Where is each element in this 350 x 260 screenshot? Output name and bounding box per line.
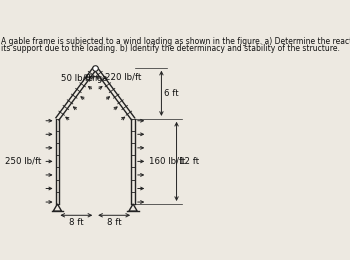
Text: 50 lb/ft: 50 lb/ft	[61, 73, 92, 82]
Text: 220 lb/ft: 220 lb/ft	[105, 72, 141, 81]
Text: its support due to the loading. b) Identify the determinacy and stability of the: its support due to the loading. b) Ident…	[1, 44, 340, 53]
Text: Hinge: Hinge	[85, 74, 107, 83]
Text: A gable frame is subjected to a wind loading as shown in the figure. a) Determin: A gable frame is subjected to a wind loa…	[1, 37, 350, 46]
Text: 8 ft: 8 ft	[69, 218, 84, 226]
Text: 8 ft: 8 ft	[107, 218, 121, 226]
Text: 160 lb/ft: 160 lb/ft	[149, 157, 186, 166]
Text: 12 ft: 12 ft	[180, 157, 200, 166]
Text: 250 lb/ft: 250 lb/ft	[5, 157, 41, 166]
Text: 6 ft: 6 ft	[164, 89, 179, 98]
